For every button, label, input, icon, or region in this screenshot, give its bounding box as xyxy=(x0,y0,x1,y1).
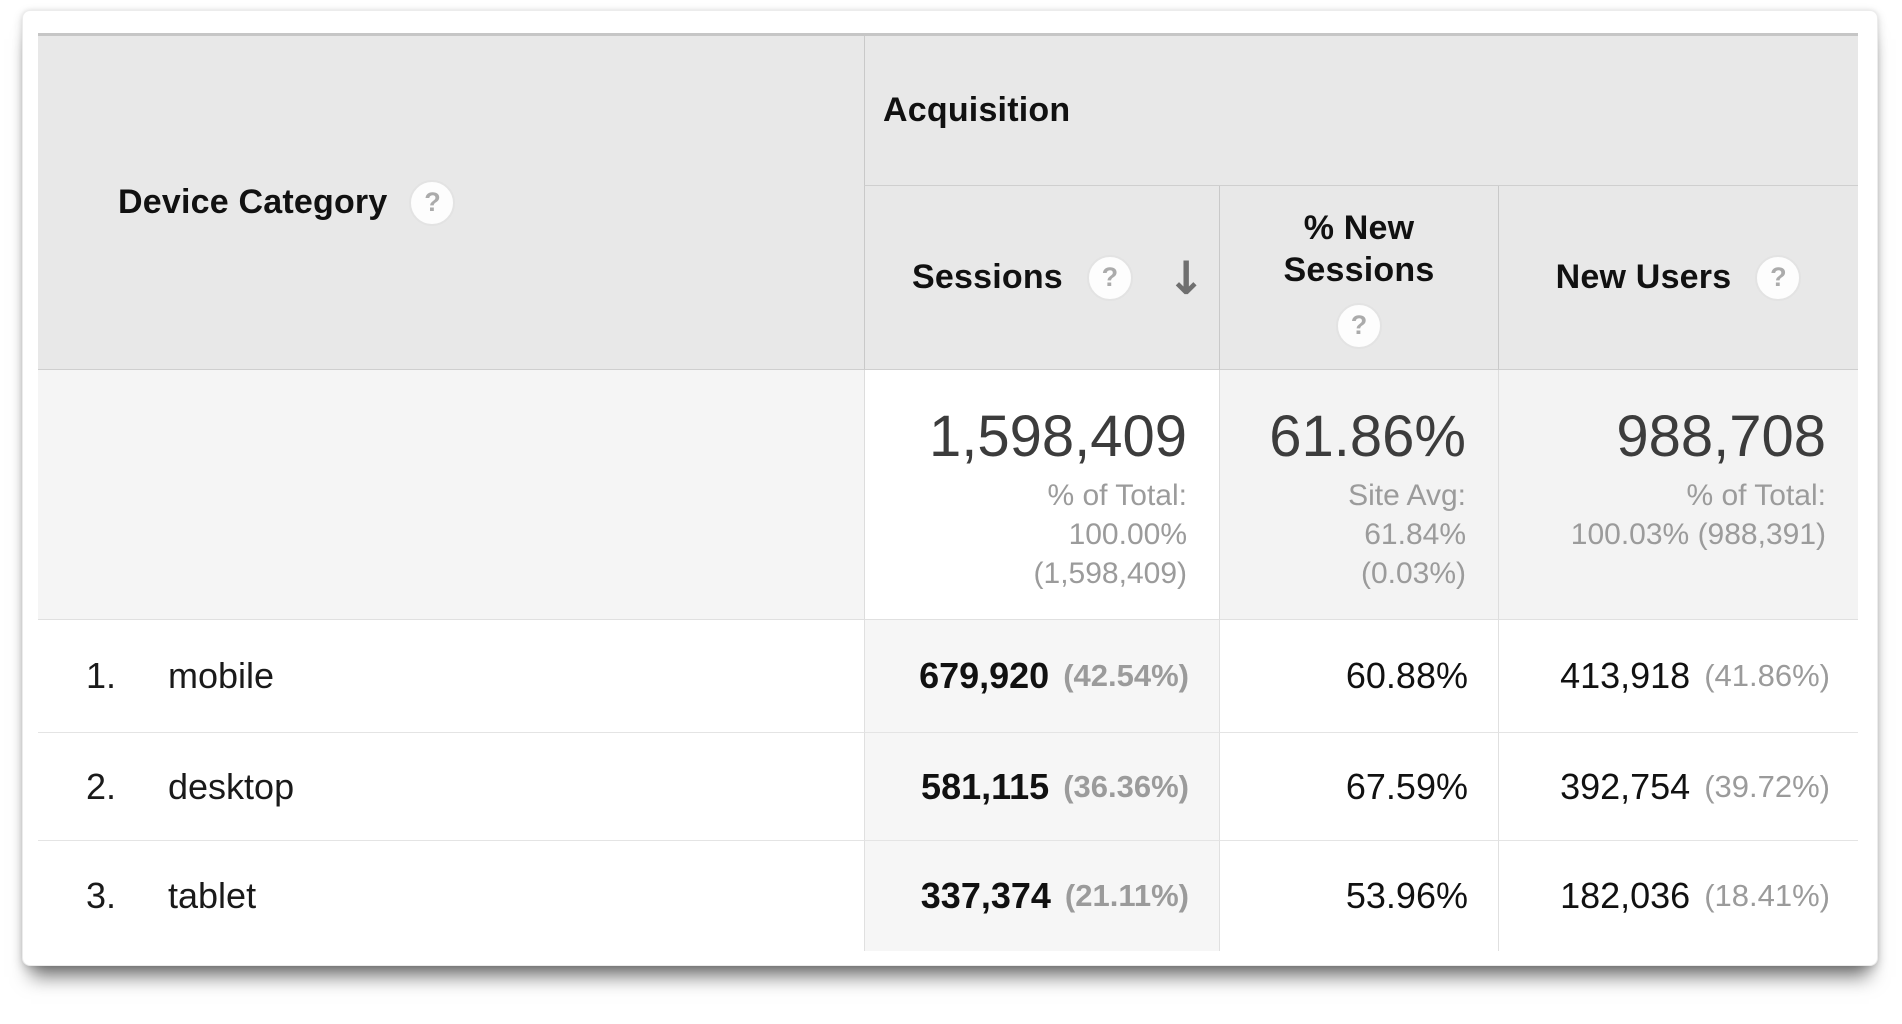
row-category-label: tablet xyxy=(168,875,257,916)
row-category-label: mobile xyxy=(168,655,275,696)
row-rank: 2. xyxy=(86,765,117,807)
table-cell-mobile-sessions: 679,920 (42.54%) xyxy=(864,620,1219,733)
help-icon[interactable]: ? xyxy=(1755,254,1802,301)
group-header-acquisition: Acquisition xyxy=(864,36,1858,186)
acquisition-header-label: Acquisition xyxy=(883,91,1071,129)
new-users-header-label: New Users xyxy=(1555,258,1732,296)
table-cell-desktop-sessions: 581,115 (36.36%) xyxy=(864,733,1219,841)
table-cell-desktop-new-sessions: 67.59% xyxy=(1219,733,1498,841)
column-header-sessions[interactable]: Sessions ? ↓ xyxy=(864,186,1219,370)
new-users-share: (41.86%) xyxy=(1704,658,1830,693)
table-cell-desktop-new-users: 392,754 (39.72%) xyxy=(1498,733,1858,841)
summary-new-users-subline: % of Total: xyxy=(1686,479,1826,512)
summary-sessions-subline: (1,598,409) xyxy=(1033,557,1187,590)
summary-sessions-subline: % of Total: xyxy=(1047,479,1187,512)
new-users-share: (39.72%) xyxy=(1704,768,1830,804)
summary-sessions-cell: 1,598,409 % of Total: 100.00% (1,598,409… xyxy=(864,370,1219,620)
new-sessions-header-label: % New Sessions xyxy=(1283,208,1435,289)
sessions-value: 679,920 xyxy=(919,655,1050,696)
new-users-share: (18.41%) xyxy=(1704,878,1830,913)
summary-sessions-subline: 100.00% xyxy=(1068,518,1187,551)
summary-new-sessions-cell: 61.86% Site Avg: 61.84% (0.03%) xyxy=(1219,370,1498,620)
summary-new-sessions-total: 61.86% xyxy=(1269,404,1466,469)
summary-new-users-total: 988,708 xyxy=(1616,404,1826,469)
row-category-label: desktop xyxy=(168,765,295,807)
new-sessions-value: 60.88% xyxy=(1345,655,1468,696)
summary-new-users-subline: 100.03% (988,391) xyxy=(1570,518,1826,551)
help-icon[interactable]: ? xyxy=(409,179,456,226)
column-header-device-category[interactable]: Device Category ? xyxy=(38,36,864,370)
new-users-value: 182,036 xyxy=(1560,875,1691,916)
summary-new-sessions-subline: 61.84% xyxy=(1364,518,1466,551)
new-sessions-value: 53.96% xyxy=(1345,875,1468,916)
table-cell-mobile-new-sessions: 60.88% xyxy=(1219,620,1498,733)
table-cell-tablet-new-sessions: 53.96% xyxy=(1219,841,1498,951)
new-sessions-value: 67.59% xyxy=(1345,765,1468,807)
device-category-header-label: Device Category xyxy=(118,183,388,221)
sessions-value: 337,374 xyxy=(920,875,1051,916)
analytics-table-card: Device Category ? Acquisition Sessions ?… xyxy=(22,10,1878,966)
row-rank: 3. xyxy=(86,875,117,916)
table-row-mobile-category: 1. mobile xyxy=(38,620,864,733)
sessions-share: (21.11%) xyxy=(1064,878,1189,913)
column-header-new-users[interactable]: New Users ? xyxy=(1498,186,1858,370)
table-row-desktop-category: 2. desktop xyxy=(38,733,864,841)
table-cell-tablet-new-users: 182,036 (18.41%) xyxy=(1498,841,1858,951)
help-icon[interactable]: ? xyxy=(1086,254,1133,301)
device-category-report-table: Device Category ? Acquisition Sessions ?… xyxy=(38,33,1858,951)
sessions-value: 581,115 xyxy=(921,765,1050,807)
new-users-value: 413,918 xyxy=(1560,655,1691,696)
table-row-tablet-category: 3. tablet xyxy=(38,841,864,951)
table-cell-tablet-sessions: 337,374 (21.11%) xyxy=(864,841,1219,951)
summary-sessions-total: 1,598,409 xyxy=(928,404,1187,469)
sessions-share: (42.54%) xyxy=(1063,658,1189,693)
summary-new-sessions-subline: Site Avg: xyxy=(1348,479,1466,512)
sort-descending-icon[interactable]: ↓ xyxy=(1166,250,1206,305)
sessions-header-label: Sessions xyxy=(912,258,1063,296)
new-users-value: 392,754 xyxy=(1560,765,1691,807)
summary-new-users-cell: 988,708 % of Total: 100.03% (988,391) xyxy=(1498,370,1858,620)
sessions-share: (36.36%) xyxy=(1063,768,1189,804)
help-icon[interactable]: ? xyxy=(1336,302,1382,349)
table-cell-mobile-new-users: 413,918 (41.86%) xyxy=(1498,620,1858,733)
row-rank: 1. xyxy=(86,655,117,696)
summary-dimension-cell xyxy=(38,370,864,620)
column-header-new-sessions[interactable]: % New Sessions ? xyxy=(1219,186,1498,370)
summary-new-sessions-subline: (0.03%) xyxy=(1360,557,1466,590)
